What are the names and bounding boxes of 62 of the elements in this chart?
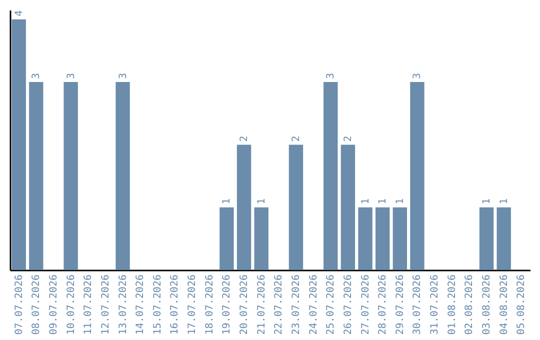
data-label: 3 (66, 73, 77, 80)
x-tick-label: 04.08.2026 (498, 274, 510, 335)
data-label: 4 (14, 10, 25, 16)
x-tick-label: 21.07.2026 (256, 274, 268, 335)
data-label: 1 (360, 198, 372, 204)
bar (220, 207, 234, 270)
data-label: 3 (412, 73, 424, 80)
x-tick-label: 12.07.2026 (100, 274, 112, 335)
bar (288, 144, 304, 270)
bar (479, 207, 494, 270)
x-tick-label: 26.07.2026 (342, 274, 354, 335)
bar (324, 82, 338, 270)
x-tick-label: 20.07.2026 (239, 274, 250, 335)
bar (392, 207, 408, 270)
bar (12, 19, 26, 270)
x-tick-label: 14.07.2026 (135, 274, 146, 335)
x-tick-label: 18.07.2026 (204, 274, 216, 335)
x-tick-label: 22.07.2026 (274, 274, 285, 335)
x-tick-label: 03.08.2026 (482, 274, 493, 335)
x-tick-label: 02.08.2026 (464, 274, 476, 335)
data-label: 3 (31, 73, 42, 80)
x-tick-label: 24.07.2026 (308, 274, 320, 335)
data-label: 2 (342, 136, 354, 142)
data-label: 1 (378, 198, 389, 204)
data-label: 1 (498, 198, 510, 204)
x-tick-label: 19.07.2026 (222, 274, 233, 335)
bar (116, 82, 130, 270)
x-tick-label: 28.07.2026 (378, 274, 389, 335)
bar (410, 82, 424, 270)
x-tick-label: 30.07.2026 (412, 274, 424, 335)
x-tick-label: 10.07.2026 (66, 274, 77, 335)
data-label: 2 (290, 136, 302, 142)
x-tick-label: 09.07.2026 (48, 274, 60, 335)
x-tick-label: 08.07.2026 (31, 274, 42, 335)
bar (254, 207, 268, 270)
bar (496, 207, 511, 270)
bar (358, 207, 372, 270)
data-label: 1 (222, 198, 233, 204)
x-tick-label: 11.07.2026 (83, 274, 94, 335)
data-label: 1 (482, 198, 493, 204)
bar (64, 82, 78, 270)
x-tick-label: 25.07.2026 (326, 274, 337, 335)
data-label: 3 (118, 73, 129, 80)
data-label: 3 (326, 73, 337, 80)
x-tick-label: 27.07.2026 (360, 274, 372, 335)
bar (375, 207, 390, 270)
x-tick-label: 01.08.2026 (446, 274, 458, 335)
bar (340, 144, 356, 270)
x-tick-label: 23.07.2026 (290, 274, 302, 335)
x-tick-label: 07.07.2026 (14, 274, 25, 335)
data-label: 2 (239, 136, 250, 142)
bar (236, 144, 252, 270)
x-tick-label: 16.07.2026 (170, 274, 181, 335)
x-tick-label: 13.07.2026 (118, 274, 129, 335)
x-tick-label: 05.08.2026 (516, 274, 528, 335)
x-tick-label: 17.07.2026 (187, 274, 198, 335)
bar (29, 82, 44, 270)
data-label: 1 (394, 198, 406, 204)
x-tick-label: 31.07.2026 (430, 274, 441, 335)
x-tick-label: 15.07.2026 (152, 274, 164, 335)
x-tick-label: 29.07.2026 (394, 274, 406, 335)
data-label: 1 (256, 198, 268, 204)
